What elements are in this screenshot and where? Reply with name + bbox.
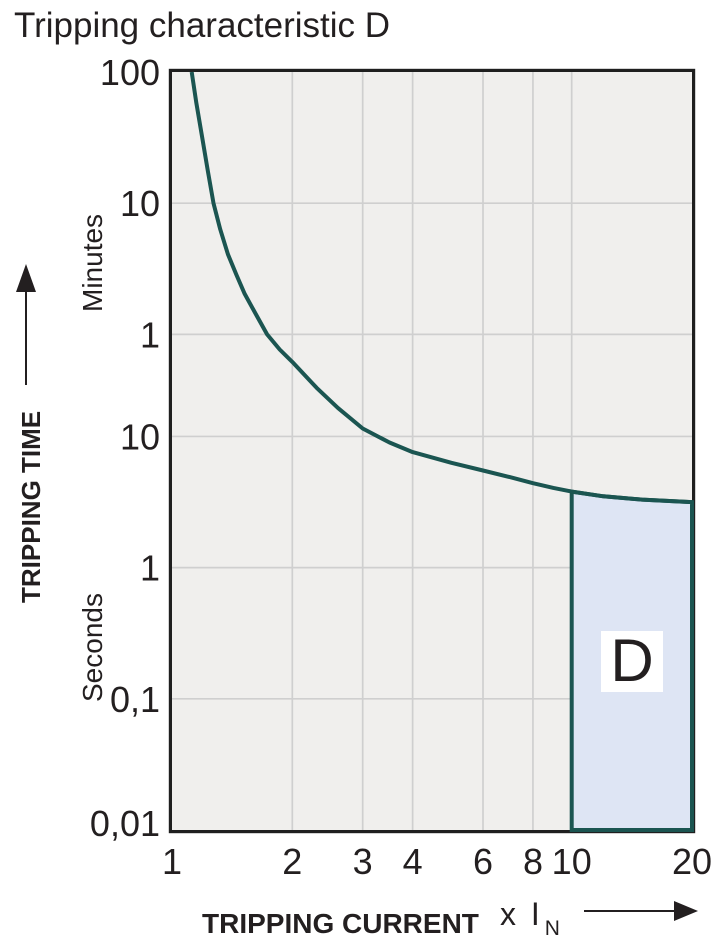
x-tick-label: 3 <box>353 841 373 882</box>
x-tick-label: 8 <box>523 841 543 882</box>
y-axis-tick-labels: 100 10 1 10 1 0,1 0,01 <box>90 52 160 844</box>
y-tick-label: 0,1 <box>110 679 160 720</box>
x-axis-unit-subscript: N <box>545 917 560 940</box>
chart-title: Tripping characteristic D <box>14 6 390 45</box>
x-tick-label: 20 <box>672 841 712 882</box>
x-axis-tick-labels: 1 2 3 4 6 8 10 20 <box>162 841 712 882</box>
y-tick-label: 1 <box>140 548 160 589</box>
x-tick-label: 6 <box>473 841 493 882</box>
x-tick-label: 1 <box>162 841 182 882</box>
y-unit-seconds: Seconds <box>77 593 108 702</box>
plot-border <box>168 68 696 834</box>
y-axis-arrow-icon <box>16 264 36 385</box>
region-label-box <box>601 631 663 692</box>
curve-layer <box>189 71 693 505</box>
y-tick-label: 100 <box>100 52 160 93</box>
x-tick-label: 2 <box>282 841 302 882</box>
y-tick-label: 10 <box>120 183 160 224</box>
y-axis-title: TRIPPING TIME <box>16 411 46 603</box>
x-axis-unit: x IN <box>500 896 560 940</box>
y-tick-label: 1 <box>140 314 160 355</box>
x-tick-label: 10 <box>552 841 592 882</box>
x-tick-label: 4 <box>403 841 423 882</box>
x-axis-title: TRIPPING CURRENT <box>202 908 479 939</box>
y-unit-minutes: Minutes <box>77 214 108 312</box>
region-label: D <box>610 627 653 694</box>
y-tick-label: 10 <box>120 416 160 457</box>
trip-curve-path <box>189 71 693 505</box>
y-tick-label: 0,01 <box>90 803 160 844</box>
x-axis-unit-prefix: x I <box>500 896 543 932</box>
x-axis-arrow-icon <box>584 901 698 921</box>
